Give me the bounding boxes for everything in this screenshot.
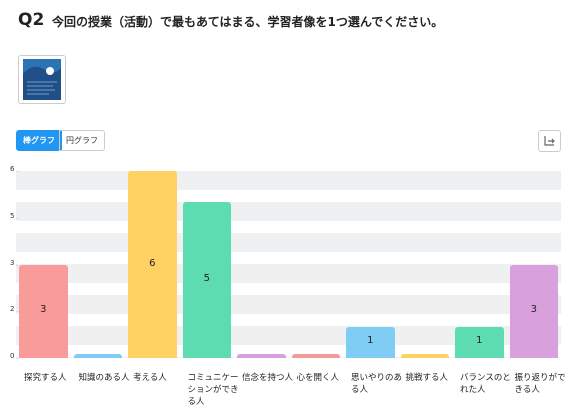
bar (455, 326, 504, 358)
x-tick-label: 心を開く人 (296, 373, 340, 383)
y-tick-label: 0 (10, 352, 15, 360)
bar (19, 264, 68, 358)
bar (291, 354, 340, 358)
question-text: 今回の授業（活動）で最もあてはまる、学習者像を1つ選んでください。 (52, 15, 444, 29)
thumbnail[interactable] (18, 55, 66, 104)
value-label: 6 (149, 257, 156, 269)
x-tick-label: 信念を持つ人 (242, 373, 294, 383)
value-label: 5 (203, 273, 210, 285)
question-number: Q2 (18, 10, 45, 30)
bar (509, 264, 558, 358)
tick-mark (16, 358, 19, 359)
export-button[interactable] (538, 130, 561, 152)
bar (400, 354, 449, 358)
tick-mark (16, 217, 19, 219)
x-tick-label: コミュニケーションができる人 (187, 373, 239, 407)
y-tick-label: 2 (10, 305, 15, 314)
y-tick-label: 5 (10, 211, 15, 220)
x-tick-label: 知識のある人 (78, 373, 130, 383)
tick-mark (16, 171, 19, 172)
bar (182, 202, 231, 358)
x-tick-label: 振り返りができる人 (514, 373, 566, 395)
bar (128, 171, 177, 358)
value-label: 3 (40, 304, 47, 316)
export-icon (544, 136, 555, 146)
y-tick-label: 3 (10, 258, 15, 267)
bar (346, 326, 395, 358)
x-tick-label: 考える人 (133, 373, 167, 383)
x-tick-label: 挑戦する人 (405, 373, 449, 383)
bar (73, 354, 122, 358)
pie-chart-tab[interactable]: 円グラフ (59, 130, 105, 151)
value-label: 3 (530, 304, 537, 316)
x-tick-label: 探究する人 (24, 373, 67, 383)
y-tick-label: 6 (10, 165, 15, 173)
bar-chart-tab[interactable]: 棒グラフ (16, 130, 62, 151)
value-label: 1 (367, 335, 374, 347)
tick-mark (16, 311, 19, 313)
tick-mark (16, 264, 19, 266)
x-tick-label: 思いやりのある人 (351, 373, 403, 395)
value-label: 1 (476, 335, 483, 347)
bar (237, 354, 286, 358)
thumbnail-image (23, 59, 61, 100)
x-tick-label: バランスのとれた人 (460, 373, 511, 395)
